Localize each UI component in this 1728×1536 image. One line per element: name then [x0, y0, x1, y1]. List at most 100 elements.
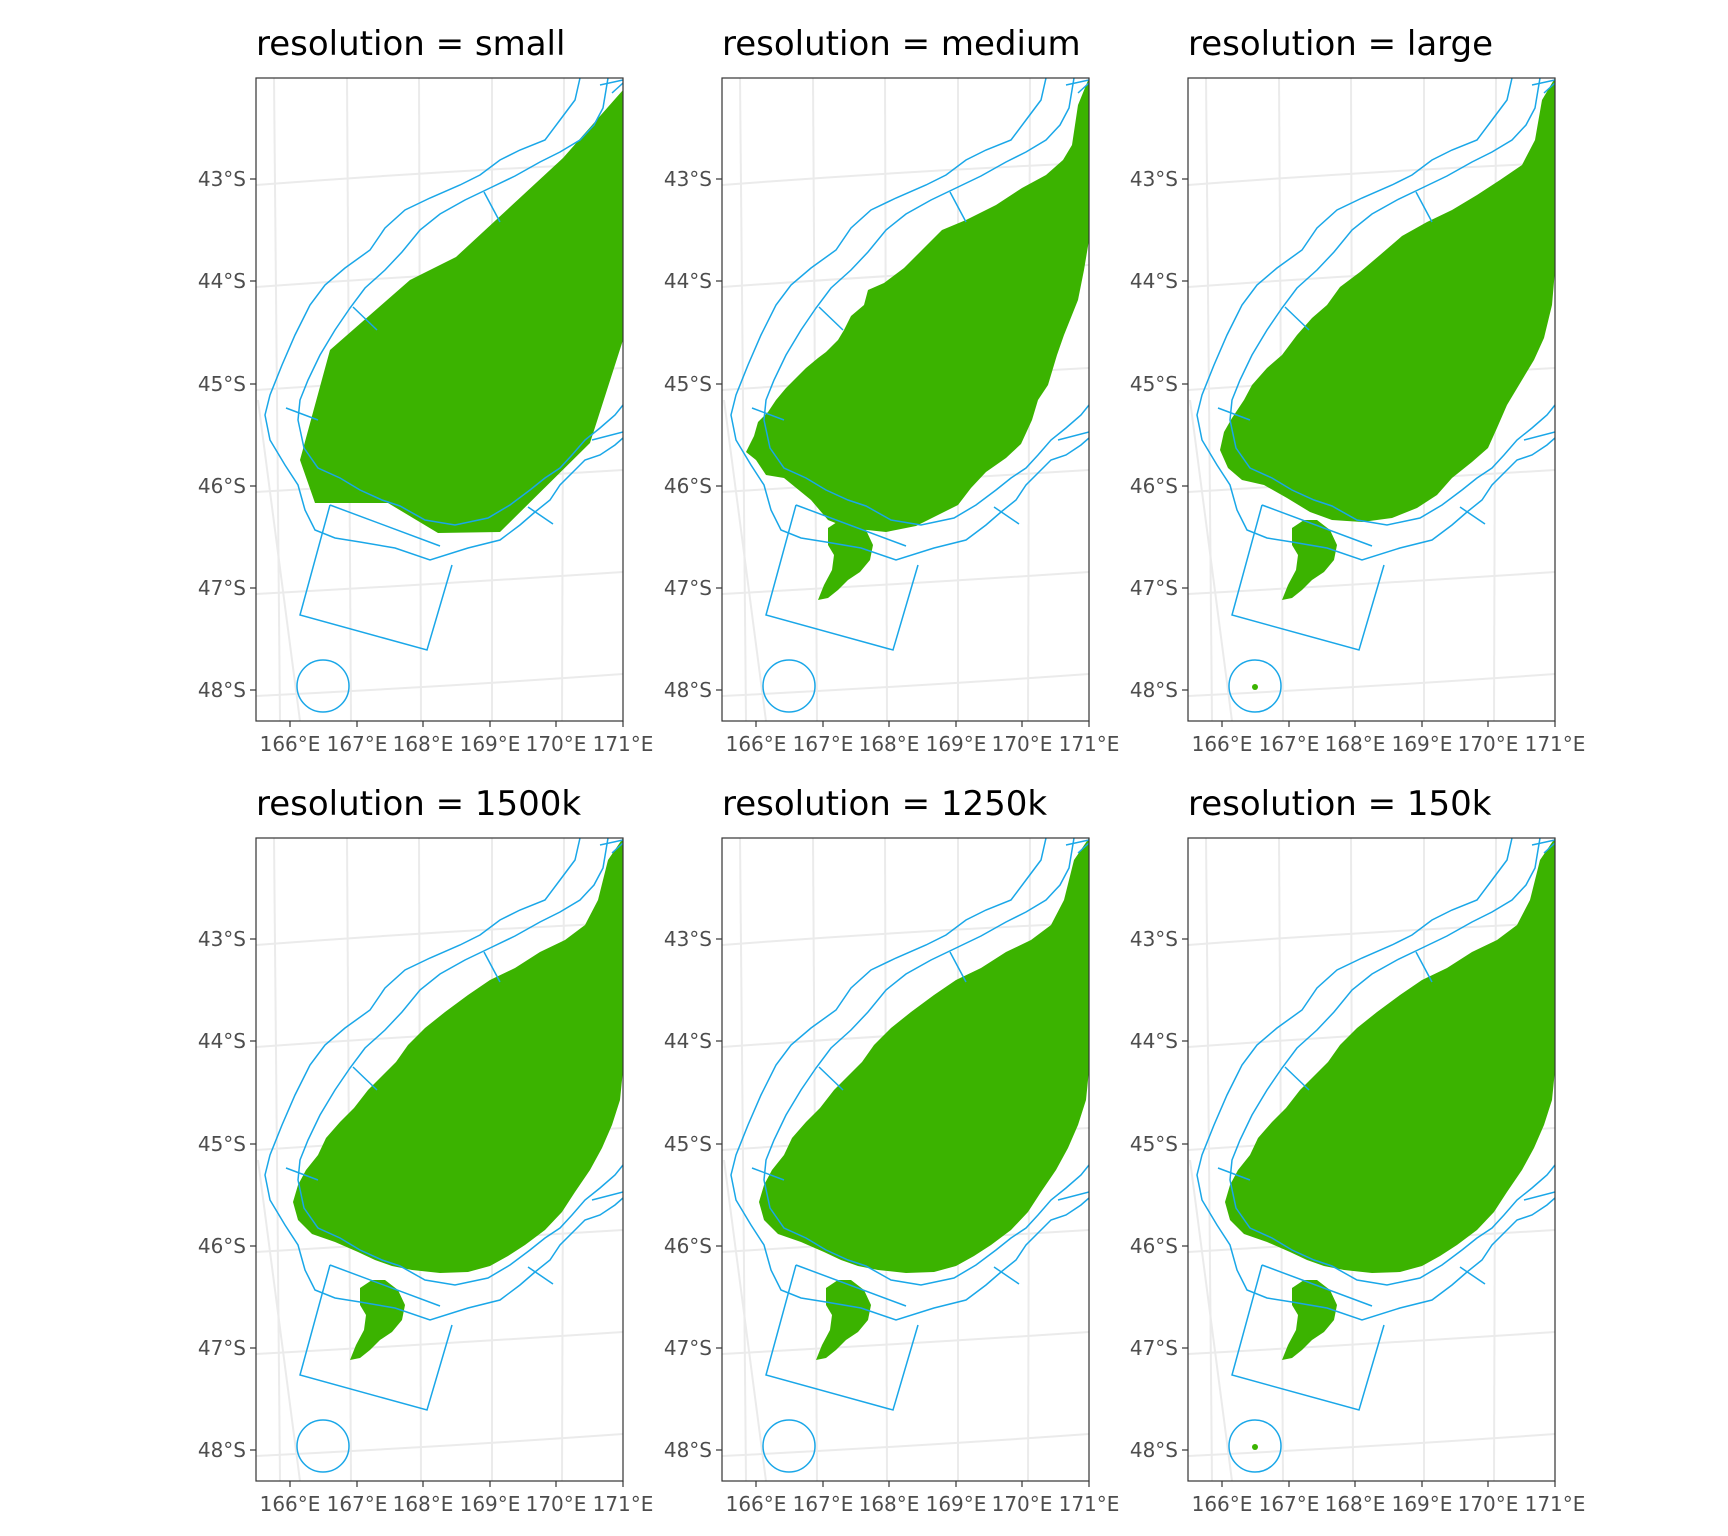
lon-tick-label: 167°E [1259, 1492, 1320, 1516]
land-polygon [746, 78, 1089, 532]
map-content [256, 78, 623, 721]
map-content [722, 78, 1089, 721]
map-panel-6: resolution = 150k 43°S 44°S 45°S 46°S 47°S 48°… [1130, 784, 1586, 1516]
lat-tick-label: 45°S [198, 372, 246, 396]
lon-tick-label: 171°E [1525, 732, 1586, 756]
lat-tick-label: 44°S [1130, 1029, 1178, 1053]
lat-tick-label: 47°S [198, 1336, 246, 1360]
map-content [1188, 78, 1555, 721]
lon-tick-label: 166°E [260, 732, 321, 756]
panel-border [1187, 837, 1556, 1482]
map-content [256, 838, 623, 1481]
panel-border [721, 837, 1090, 1482]
panel-title: resolution = 1500k [256, 784, 581, 824]
lon-tick-label: 168°E [1325, 1492, 1386, 1516]
lon-tick-label: 167°E [327, 732, 388, 756]
lon-tick-label: 170°E [1458, 1492, 1519, 1516]
lat-tick-label: 45°S [1130, 1132, 1178, 1156]
lat-tick-label: 45°S [664, 372, 712, 396]
lon-tick-label: 167°E [1259, 732, 1320, 756]
lat-tick-label: 44°S [1130, 269, 1178, 293]
lat-tick-label: 44°S [198, 1029, 246, 1053]
lon-tick-label: 166°E [726, 1492, 787, 1516]
map-panel-5: resolution = 1250k 43°S 44°S 45°S 46°S 47°S 48… [664, 784, 1120, 1516]
lon-tick-label: 166°E [726, 732, 787, 756]
map-panel-3: resolution = large 43°S 44°S 45°S 46°S 47°S 48… [1130, 24, 1586, 756]
lat-tick-label: 43°S [1130, 927, 1178, 951]
island-polygon [1282, 1280, 1337, 1360]
panel-border [1187, 77, 1556, 722]
islet-marker [1252, 684, 1258, 690]
lon-tick-label: 170°E [526, 1492, 587, 1516]
island-polygon [818, 520, 873, 600]
boundary-lines [1196, 838, 1555, 1473]
lon-tick-label: 166°E [1192, 732, 1253, 756]
island-polygon [816, 1280, 871, 1360]
boundary-lines [730, 838, 1089, 1473]
lat-tick-label: 46°S [664, 1234, 712, 1258]
lon-tick-label: 170°E [526, 732, 587, 756]
lon-tick-label: 169°E [460, 732, 521, 756]
lon-tick-label: 169°E [1392, 732, 1453, 756]
lat-tick-label: 48°S [664, 1438, 712, 1462]
lon-tick-label: 166°E [260, 1492, 321, 1516]
lon-tick-label: 167°E [793, 732, 854, 756]
lat-tick-label: 45°S [664, 1132, 712, 1156]
lat-tick-label: 47°S [1130, 576, 1178, 600]
map-panel-4: resolution = 1500k 43°S 44°S 45°S 46°S 47°S 48… [198, 784, 654, 1516]
panel-border [255, 837, 624, 1482]
lon-tick-label: 171°E [1059, 732, 1120, 756]
land-polygon [300, 90, 623, 533]
panel-title: resolution = medium [722, 24, 1081, 64]
panel-title: resolution = large [1188, 24, 1493, 64]
land-polygon [293, 838, 623, 1273]
lon-tick-label: 169°E [1392, 1492, 1453, 1516]
lat-tick-label: 43°S [198, 167, 246, 191]
lat-tick-label: 43°S [1130, 167, 1178, 191]
island-polygon [350, 1280, 405, 1360]
lon-tick-label: 169°E [926, 1492, 987, 1516]
lat-tick-label: 47°S [1130, 1336, 1178, 1360]
lon-tick-label: 166°E [1192, 1492, 1253, 1516]
panel-border [721, 77, 1090, 722]
lat-tick-label: 48°S [198, 678, 246, 702]
lat-tick-label: 45°S [1130, 372, 1178, 396]
lat-tick-label: 44°S [664, 269, 712, 293]
boundary-lines [730, 78, 1089, 713]
lat-tick-label: 46°S [1130, 474, 1178, 498]
lat-tick-label: 43°S [198, 927, 246, 951]
land-polygon [1225, 838, 1555, 1273]
lon-tick-label: 169°E [926, 732, 987, 756]
lat-tick-label: 46°S [198, 1234, 246, 1258]
map-panel-2: resolution = medium 43°S 44°S 45°S 46°S 47°S 4… [664, 24, 1120, 756]
lat-tick-label: 48°S [1130, 678, 1178, 702]
lat-tick-label: 46°S [664, 474, 712, 498]
lat-tick-label: 47°S [664, 1336, 712, 1360]
lat-tick-label: 47°S [198, 576, 246, 600]
lon-tick-label: 171°E [593, 1492, 654, 1516]
lon-tick-label: 170°E [992, 1492, 1053, 1516]
panel-border [255, 77, 624, 722]
map-content [1188, 838, 1555, 1481]
lat-tick-label: 46°S [1130, 1234, 1178, 1258]
lon-tick-label: 170°E [1458, 732, 1519, 756]
islet-marker [1252, 1444, 1258, 1450]
boundary-lines [264, 78, 623, 713]
boundary-lines [264, 838, 623, 1473]
land-polygon [1220, 78, 1555, 522]
lon-tick-label: 169°E [460, 1492, 521, 1516]
lat-tick-label: 47°S [664, 576, 712, 600]
panel-title: resolution = 150k [1188, 784, 1492, 824]
lon-tick-label: 167°E [793, 1492, 854, 1516]
map-content [722, 838, 1089, 1481]
lat-tick-label: 43°S [664, 167, 712, 191]
boundary-lines [1196, 78, 1555, 713]
lon-tick-label: 171°E [1059, 1492, 1120, 1516]
lon-tick-label: 168°E [859, 732, 920, 756]
lon-tick-label: 170°E [992, 732, 1053, 756]
lat-tick-label: 44°S [198, 269, 246, 293]
lon-tick-label: 171°E [1525, 1492, 1586, 1516]
lat-tick-label: 48°S [664, 678, 712, 702]
panel-title: resolution = 1250k [722, 784, 1047, 824]
